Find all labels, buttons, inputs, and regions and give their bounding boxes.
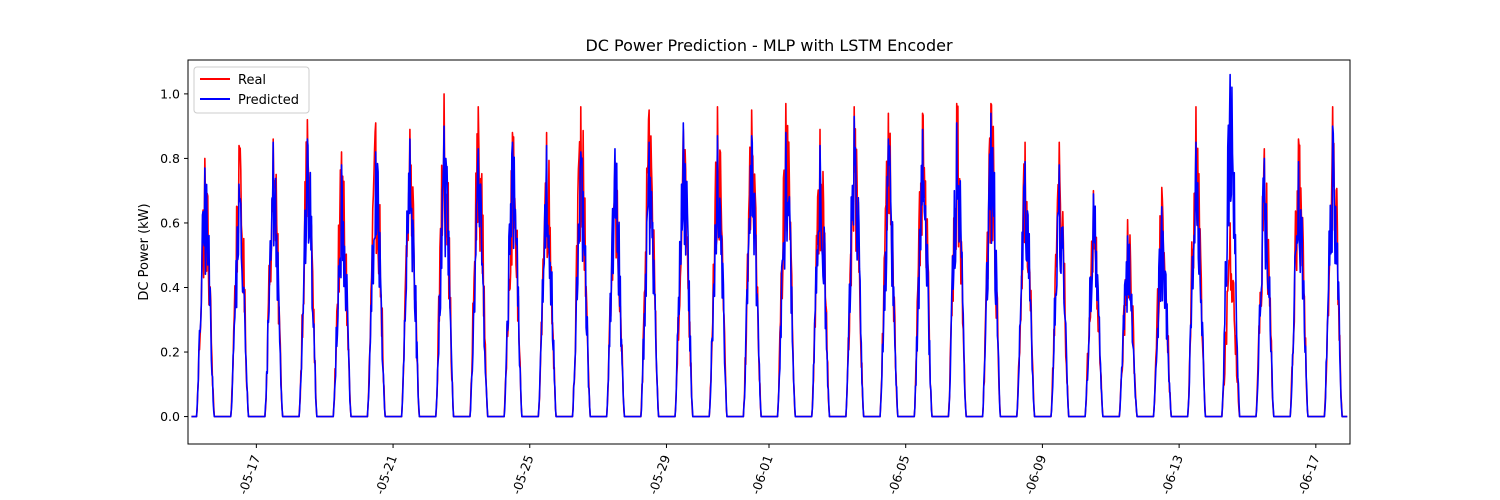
x-tick-label: -05-21 <box>372 453 400 497</box>
y-tick-label: 0.0 <box>160 409 180 424</box>
x-tick-label: -05-29 <box>645 453 673 497</box>
y-tick-label: 0.4 <box>160 280 180 295</box>
y-axis-label: DC Power (kW) <box>137 203 152 300</box>
plot-frame <box>187 59 1351 445</box>
y-tick-label: 0.8 <box>160 151 180 166</box>
y-axis: 0.0 0.2 0.4 0.6 0.8 1.0 <box>160 86 188 424</box>
series-line-real <box>191 93 1348 418</box>
legend-label-predicted: Predicted <box>238 93 299 108</box>
y-tick-label: 0.6 <box>160 215 180 230</box>
x-tick-label: -06-05 <box>884 453 912 497</box>
x-tick-label: -06-13 <box>1158 453 1186 497</box>
x-tick-label: -05-17 <box>235 453 263 497</box>
series-line-predicted <box>191 73 1348 418</box>
x-tick-label: -06-01 <box>748 453 776 497</box>
x-tick-label: -06-17 <box>1295 453 1323 497</box>
legend: Real Predicted <box>193 66 310 114</box>
chart-title: DC Power Prediction - MLP with LSTM Enco… <box>585 36 953 55</box>
x-axis: -05-17 -05-21 -05-25 -05-29 -06-01 -06-05 -06-… <box>235 444 1323 496</box>
plot-area <box>191 73 1348 418</box>
x-tick-label: -05-25 <box>509 453 537 497</box>
y-tick-label: 0.2 <box>160 345 180 360</box>
legend-label-real: Real <box>238 73 266 88</box>
y-tick-label: 1.0 <box>160 86 180 101</box>
x-tick-label: -06-09 <box>1021 453 1049 497</box>
